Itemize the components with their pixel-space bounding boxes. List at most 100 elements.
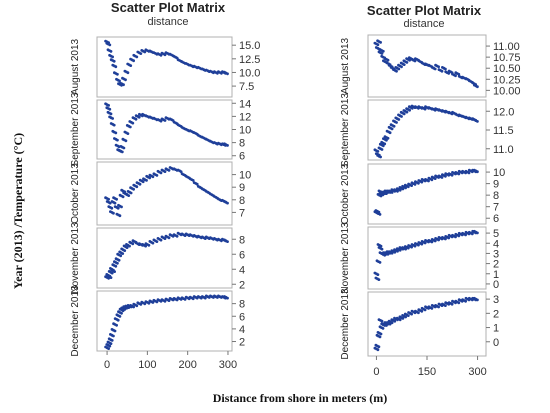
data-point — [450, 173, 454, 177]
data-point — [126, 71, 130, 75]
panel-0-0: August 2013 15.0 12.510.0 7.5 — [70, 36, 260, 98]
data-point — [408, 108, 411, 112]
data-point — [444, 174, 447, 178]
data-point — [440, 69, 444, 73]
data-point — [400, 115, 403, 118]
data-point — [135, 55, 139, 59]
panel-frame — [367, 163, 487, 225]
x-tick-label: 150 — [418, 366, 436, 378]
data-point — [151, 175, 155, 179]
data-point — [467, 171, 471, 175]
data-point — [417, 243, 420, 247]
y-tick-label: 4 — [239, 324, 245, 336]
data-point — [437, 238, 440, 242]
y-tick-label: 2 — [239, 279, 245, 291]
data-point — [123, 308, 127, 311]
panel-frame — [96, 36, 233, 98]
data-point — [423, 308, 427, 312]
data-point — [122, 83, 125, 87]
y-tick-label: 6 — [493, 213, 499, 225]
data-point — [109, 50, 113, 53]
data-point — [390, 127, 394, 131]
data-point — [151, 301, 155, 304]
data-point — [129, 191, 133, 195]
data-point — [110, 271, 114, 275]
data-point — [114, 65, 118, 69]
data-point — [406, 314, 410, 317]
panel-0-3: November 2013 8 6 4 2 — [70, 222, 245, 294]
data-point — [131, 121, 135, 125]
y-tick-label: 2 — [239, 337, 245, 349]
y-tick-label: 3 — [493, 294, 499, 306]
right-matrix-subtitle: distance — [404, 18, 445, 30]
data-point — [388, 131, 392, 135]
data-point — [381, 327, 385, 330]
y-tick-label: 10 — [239, 125, 251, 137]
y-tick-label: 8 — [493, 190, 499, 202]
panel-frame — [367, 226, 487, 290]
row-label: October 2013 — [70, 163, 81, 224]
data-point — [380, 247, 384, 251]
y-tick-label: 4 — [493, 238, 499, 250]
y-tick-label: 8 — [239, 138, 245, 150]
data-point — [155, 240, 159, 244]
data-point — [381, 49, 385, 53]
data-point — [107, 104, 110, 107]
data-point — [420, 242, 424, 246]
y-tick-label: 7.5 — [239, 81, 254, 93]
y-tick-label: 6 — [239, 311, 245, 323]
data-point — [447, 236, 451, 240]
data-point — [203, 296, 207, 300]
data-point — [405, 61, 409, 64]
y-tick-label: 12.5 — [239, 54, 260, 66]
panel-frame — [367, 99, 487, 161]
data-point — [191, 179, 195, 182]
data-point — [195, 182, 199, 186]
y-tick-label: 10.50 — [493, 63, 521, 75]
data-point — [107, 197, 110, 201]
data-point — [143, 302, 147, 306]
data-point — [476, 170, 479, 174]
y-tick-label: 0 — [493, 337, 499, 349]
data-point — [433, 239, 437, 243]
data-point — [113, 329, 117, 333]
data-point — [454, 74, 457, 78]
data-point — [383, 142, 387, 146]
data-point — [378, 335, 382, 339]
data-point — [410, 245, 413, 249]
data-point — [444, 67, 447, 71]
data-point — [444, 237, 447, 241]
y-axis-title: Year (2013) /Temperature (°C) — [11, 133, 25, 289]
y-tick-label: 8 — [239, 195, 245, 207]
data-point — [476, 85, 479, 89]
data-point — [380, 52, 384, 55]
data-point — [112, 334, 115, 338]
data-point — [167, 169, 171, 172]
data-point — [116, 72, 119, 76]
data-point — [413, 244, 417, 248]
data-point — [183, 298, 187, 301]
data-point — [131, 242, 135, 246]
data-point — [151, 241, 155, 245]
row-label: December 2013 — [340, 288, 351, 360]
data-point — [380, 148, 384, 151]
data-point — [128, 244, 131, 248]
data-point — [108, 107, 112, 111]
data-point — [379, 244, 383, 248]
row-label: September 2013 — [70, 92, 81, 166]
x-tick-label: 0 — [373, 366, 379, 378]
row-label: August 2013 — [70, 38, 81, 95]
data-point — [145, 179, 148, 182]
data-point — [118, 315, 122, 318]
data-point — [108, 344, 112, 348]
data-point — [464, 233, 467, 237]
data-point — [109, 342, 113, 345]
data-point — [138, 182, 142, 186]
data-point — [175, 234, 179, 238]
data-point — [405, 110, 409, 114]
y-tick-label: 10 — [493, 167, 505, 179]
data-point — [115, 323, 118, 327]
